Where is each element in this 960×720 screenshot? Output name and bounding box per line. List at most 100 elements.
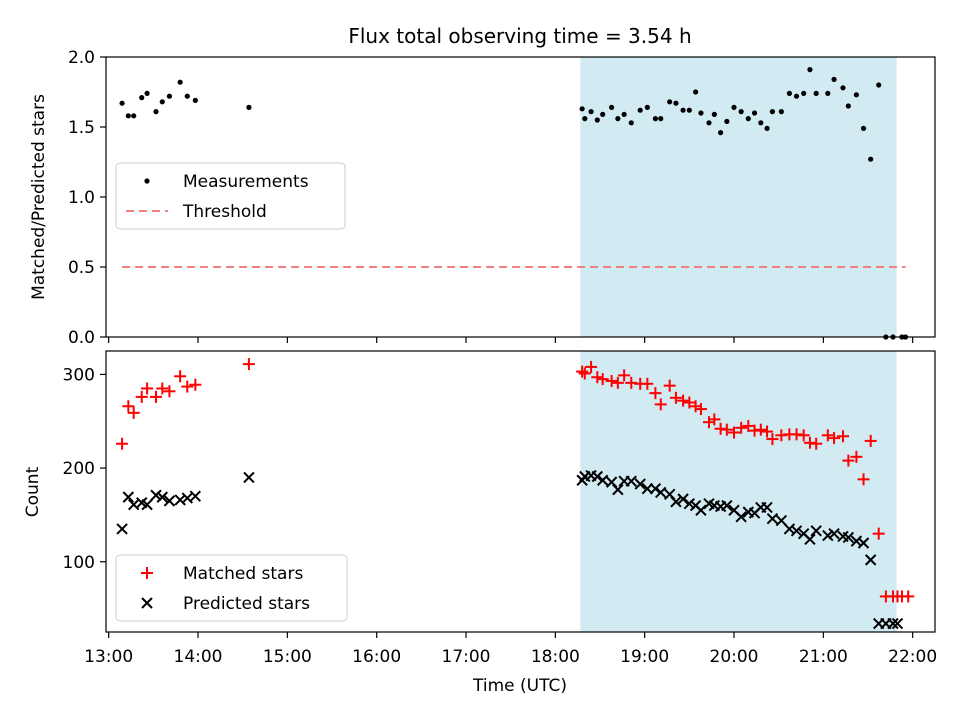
top-y-ticks: 0.0 0.5 1.0 1.5 2.0 (68, 48, 106, 348)
measurement-point (831, 76, 837, 82)
measurement-point (177, 79, 183, 85)
predicted-star-point (591, 470, 604, 483)
predicted-star-point (243, 471, 255, 484)
top-panel: 0.0 0.5 1.0 1.5 2.0 Flux total observing tim… (29, 24, 936, 348)
matched-star-point (742, 419, 755, 432)
matched-star-point (872, 527, 885, 540)
legend-label-matched: Matched stars (183, 564, 303, 584)
matched-star-point (677, 394, 690, 407)
matched-star-point (720, 423, 733, 436)
measurement-points (119, 67, 909, 340)
x-tick-label: 14:00 (174, 647, 223, 667)
predicted-star-point (810, 525, 822, 537)
y-tick-label: 0.5 (68, 258, 95, 278)
matched-star-point (821, 429, 834, 442)
matched-star-point (735, 421, 748, 434)
matched-star-point (810, 437, 823, 450)
measurement-point (166, 93, 173, 99)
matched-star-point (591, 371, 604, 384)
predicted-star-point (790, 525, 803, 537)
matched-star-point (150, 390, 163, 403)
measurement-point (644, 104, 650, 110)
measurement-point (845, 103, 851, 109)
matched-star-point (174, 370, 187, 383)
bottom-axes-frame (105, 350, 936, 633)
measurement-point (184, 93, 190, 99)
measurement-point (594, 117, 600, 123)
predicted-star-point (695, 504, 707, 516)
matched-star-point (828, 432, 841, 445)
legend-marker-predicted (141, 597, 153, 609)
matched-star-point (605, 374, 618, 387)
predicted-star-point (649, 482, 662, 495)
predicted-star-point (189, 490, 202, 502)
matched-star-point (116, 437, 129, 450)
predicted-star-point (156, 491, 168, 503)
matched-star-point (596, 373, 609, 386)
predicted-star-point (670, 496, 682, 508)
predicted-star-point (612, 483, 624, 496)
measurement-point (192, 97, 198, 103)
measurement-point (764, 125, 770, 131)
x-tick-label: 19:00 (620, 647, 669, 667)
measurement-point (706, 120, 712, 126)
predicted-stars-points (116, 469, 904, 630)
top-legend: Measurements Threshold (115, 162, 346, 230)
measurement-point (579, 106, 585, 112)
measurement-point (758, 120, 764, 126)
measurement-point (588, 109, 594, 115)
predicted-star-point (761, 501, 773, 514)
measurement-point (793, 93, 800, 99)
chart-title: Flux total observing time = 3.54 h (348, 24, 691, 48)
x-tick-label: 22:00 (888, 647, 937, 667)
measurement-point (786, 90, 792, 96)
bottom-panel: 100 200 300 13:00 14:00 15:00 16:00 17:00 18:00… (23, 350, 937, 696)
measurement-point (144, 90, 150, 96)
measurement-point (825, 90, 831, 96)
measurement-point (692, 89, 699, 95)
measurement-point (600, 111, 606, 117)
matched-star-point (163, 385, 176, 398)
predicted-star-point (634, 478, 646, 490)
measurement-point (131, 113, 137, 119)
predicted-star-point (864, 554, 877, 566)
predicted-star-point (122, 491, 135, 503)
predicted-star-point (683, 497, 696, 510)
legend-marker-matched (141, 567, 153, 579)
matched-star-point (649, 387, 662, 400)
matched-star-point (127, 406, 140, 419)
measurement-point (615, 116, 621, 122)
matched-star-point (689, 400, 702, 413)
predicted-star-point (828, 527, 840, 540)
predicted-star-point (655, 486, 667, 499)
matched-star-point (902, 590, 915, 603)
matched-star-point (702, 416, 715, 429)
measurement-point (813, 90, 819, 96)
measurement-point (745, 116, 751, 122)
matched-star-point (669, 391, 682, 404)
measurement-point (125, 113, 131, 119)
measurement-point (652, 116, 658, 122)
matched-star-point (576, 365, 589, 378)
predicted-star-point (721, 499, 733, 512)
measurement-point (159, 99, 165, 105)
measurement-point (801, 90, 807, 96)
y-tick-label: 0.0 (68, 328, 95, 348)
measurement-point (840, 85, 846, 91)
measurement-point (853, 92, 859, 98)
matched-star-point (611, 376, 624, 389)
measurement-point (658, 116, 664, 122)
predicted-star-point (677, 493, 689, 505)
matched-star-point (850, 450, 863, 463)
predicted-star-point (804, 533, 816, 545)
x-tick-label: 17:00 (442, 647, 491, 667)
predicted-star-point (163, 495, 176, 507)
bottom-x-ticks: 13:00 14:00 15:00 16:00 17:00 18:00 19:00 20:00… (84, 632, 937, 667)
predicted-star-point (141, 498, 153, 511)
x-tick-label: 13:00 (84, 647, 133, 667)
top-y-axis-label: Matched/Predicted stars (29, 94, 49, 300)
x-tick-label: 20:00 (710, 647, 759, 667)
bottom-y-ticks: 100 200 300 (63, 365, 106, 573)
measurement-point (621, 111, 627, 117)
legend-box (115, 554, 348, 622)
